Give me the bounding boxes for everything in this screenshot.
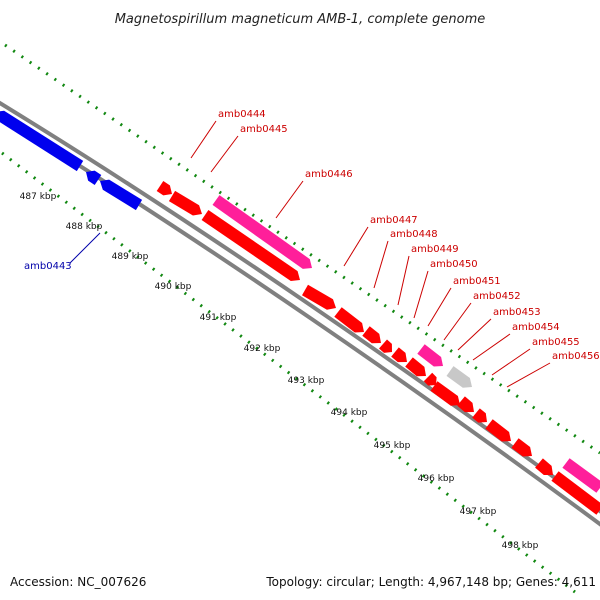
gene-arrow-13-forward-strand <box>405 357 426 377</box>
gene-arrow-24-rna <box>562 458 600 493</box>
gene-arrow-21-forward-strand <box>511 438 532 457</box>
gene-label-amb0444[interactable]: amb0444 <box>218 109 266 120</box>
gene-arrow-5-forward-strand <box>168 190 202 216</box>
gene-label-amb0445[interactable]: amb0445 <box>240 124 288 135</box>
kbp-label-493-kbp: 493 kbp <box>288 376 325 386</box>
kbp-label-497-kbp: 497 kbp <box>460 507 497 517</box>
kbp-label-488-kbp: 488 kbp <box>66 222 103 232</box>
lower-dotted-guide <box>1 151 576 594</box>
leader-line-amb0443 <box>69 232 101 264</box>
kbp-label-491-kbp: 491 kbp <box>200 313 237 323</box>
gene-arrow-9-forward-strand <box>334 307 364 333</box>
gene-labels: amb0443 amb0444 amb0445 amb0446 amb0447 amb04… <box>24 109 600 362</box>
genome-summary-text: Topology: circular; Length: 4,967,148 bp… <box>265 575 596 589</box>
gene-features <box>0 110 600 515</box>
gene-arrow-7-forward-strand <box>201 210 300 281</box>
backbone-lower-line <box>0 113 600 527</box>
leader-line-amb0447 <box>343 226 369 267</box>
map-title: Magnetospirillum magneticum AMB-1, compl… <box>115 12 486 27</box>
gene-arrow-12-forward-strand <box>391 347 407 363</box>
leader-line-amb0455 <box>491 348 531 376</box>
gene-arrow-23-forward-strand <box>551 471 600 515</box>
gene-label-amb0449[interactable]: amb0449 <box>411 244 459 255</box>
gene-arrow-15-forward-strand <box>423 372 437 386</box>
kbp-label-492-kbp: 492 kbp <box>244 344 281 354</box>
gene-arrow-11-forward-strand <box>379 339 392 353</box>
leader-line-amb0451 <box>427 287 452 327</box>
kbp-label-489-kbp: 489 kbp <box>112 252 149 262</box>
gene-arrow-1-reverse-strand <box>0 110 84 172</box>
leader-line-amb0449 <box>397 255 410 306</box>
gene-arrow-14-rna <box>417 344 443 367</box>
leader-line-amb0450 <box>413 270 429 319</box>
gene-arrow-6-rna <box>212 195 312 269</box>
dotted-guide-lines <box>1 43 600 594</box>
gene-arrow-10-forward-strand <box>362 326 381 344</box>
gene-arrow-20-forward-strand <box>485 419 511 442</box>
upper-dotted-guide <box>4 43 600 455</box>
genome-backbone <box>0 100 600 527</box>
gene-label-amb0454[interactable]: amb0454 <box>512 322 560 333</box>
gene-arrow-18-forward-strand <box>457 396 474 413</box>
gene-label-amb0447[interactable]: amb0447 <box>370 215 418 226</box>
kbp-label-490-kbp: 490 kbp <box>155 282 192 292</box>
leader-line-amb0452 <box>443 302 472 341</box>
gene-arrow-16-other <box>446 366 472 388</box>
leader-line-amb0444 <box>190 120 217 159</box>
gene-label-amb0456[interactable]: amb0456 <box>552 351 600 362</box>
gene-label-amb0446[interactable]: amb0446 <box>305 169 353 180</box>
kbp-label-498-kbp: 498 kbp <box>502 541 539 551</box>
label-leader-lines <box>69 120 551 388</box>
backbone-upper-line <box>0 100 600 514</box>
kbp-labels: 487 kbp 488 kbp 489 kbp 490 kbp 491 kbp 492 k… <box>20 192 539 551</box>
leader-line-amb0454 <box>472 333 511 361</box>
gene-label-amb0455[interactable]: amb0455 <box>532 337 580 348</box>
kbp-label-487-kbp: 487 kbp <box>20 192 57 202</box>
gene-label-amb0451[interactable]: amb0451 <box>453 276 501 287</box>
gene-arrow-22-forward-strand <box>535 458 553 475</box>
gene-label-amb0450[interactable]: amb0450 <box>430 259 478 270</box>
leader-line-amb0448 <box>373 240 389 289</box>
leader-line-amb0453 <box>457 318 492 351</box>
kbp-label-495-kbp: 495 kbp <box>374 441 411 451</box>
gene-label-amb0453[interactable]: amb0453 <box>493 307 541 318</box>
gene-arrow-17-forward-strand <box>430 381 460 406</box>
gene-arrow-8-forward-strand <box>302 284 336 310</box>
leader-line-amb0445 <box>210 135 239 173</box>
gene-label-amb0443[interactable]: amb0443 <box>24 261 72 272</box>
gene-label-amb0452[interactable]: amb0452 <box>473 291 521 302</box>
leader-line-amb0446 <box>275 180 304 219</box>
leader-line-amb0456 <box>506 362 551 388</box>
gene-arrow-3-reverse-strand <box>100 179 143 211</box>
kbp-label-496-kbp: 496 kbp <box>418 474 455 484</box>
gene-arrow-2-reverse-strand <box>86 170 102 185</box>
gene-arrow-19-forward-strand <box>472 408 487 423</box>
kbp-label-494-kbp: 494 kbp <box>331 408 368 418</box>
gene-label-amb0448[interactable]: amb0448 <box>390 229 438 240</box>
accession-text: Accession: NC_007626 <box>10 575 146 589</box>
gene-arrow-4-forward-strand <box>156 181 172 196</box>
